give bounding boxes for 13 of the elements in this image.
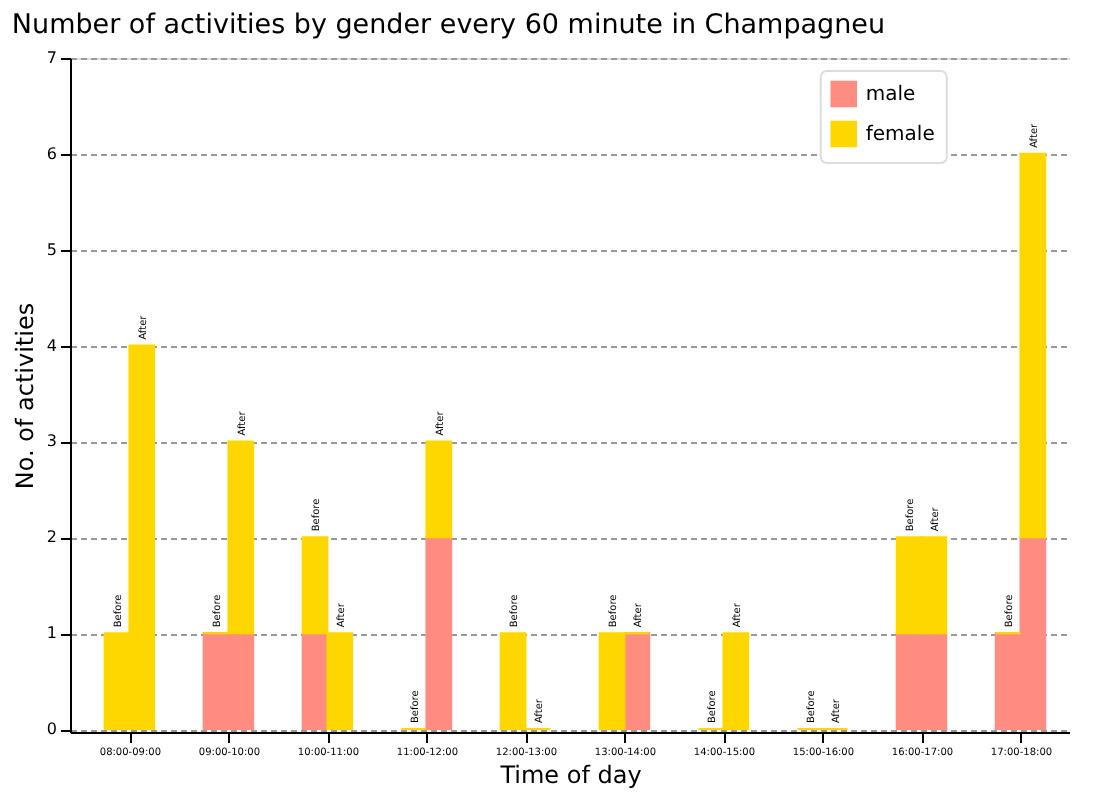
y-tick-label: 4 [46,336,57,355]
y-tick-label: 6 [46,144,57,163]
y-axis-title: No. of activities [10,302,39,490]
legend-label: male [865,84,916,106]
y-tick-label: 1 [46,624,57,643]
y-tick-label: 3 [46,432,57,451]
y-tick-label: 7 [46,49,57,67]
y-tick-label: 0 [46,720,57,739]
y-tick-label: 5 [46,240,57,259]
chart-title: Number of activities by gender every 60 minute in Champagneu [11,9,886,41]
legend-label: female [865,124,935,146]
y-tick-label: 2 [46,528,57,547]
x-axis-title: Time of day [498,761,642,789]
